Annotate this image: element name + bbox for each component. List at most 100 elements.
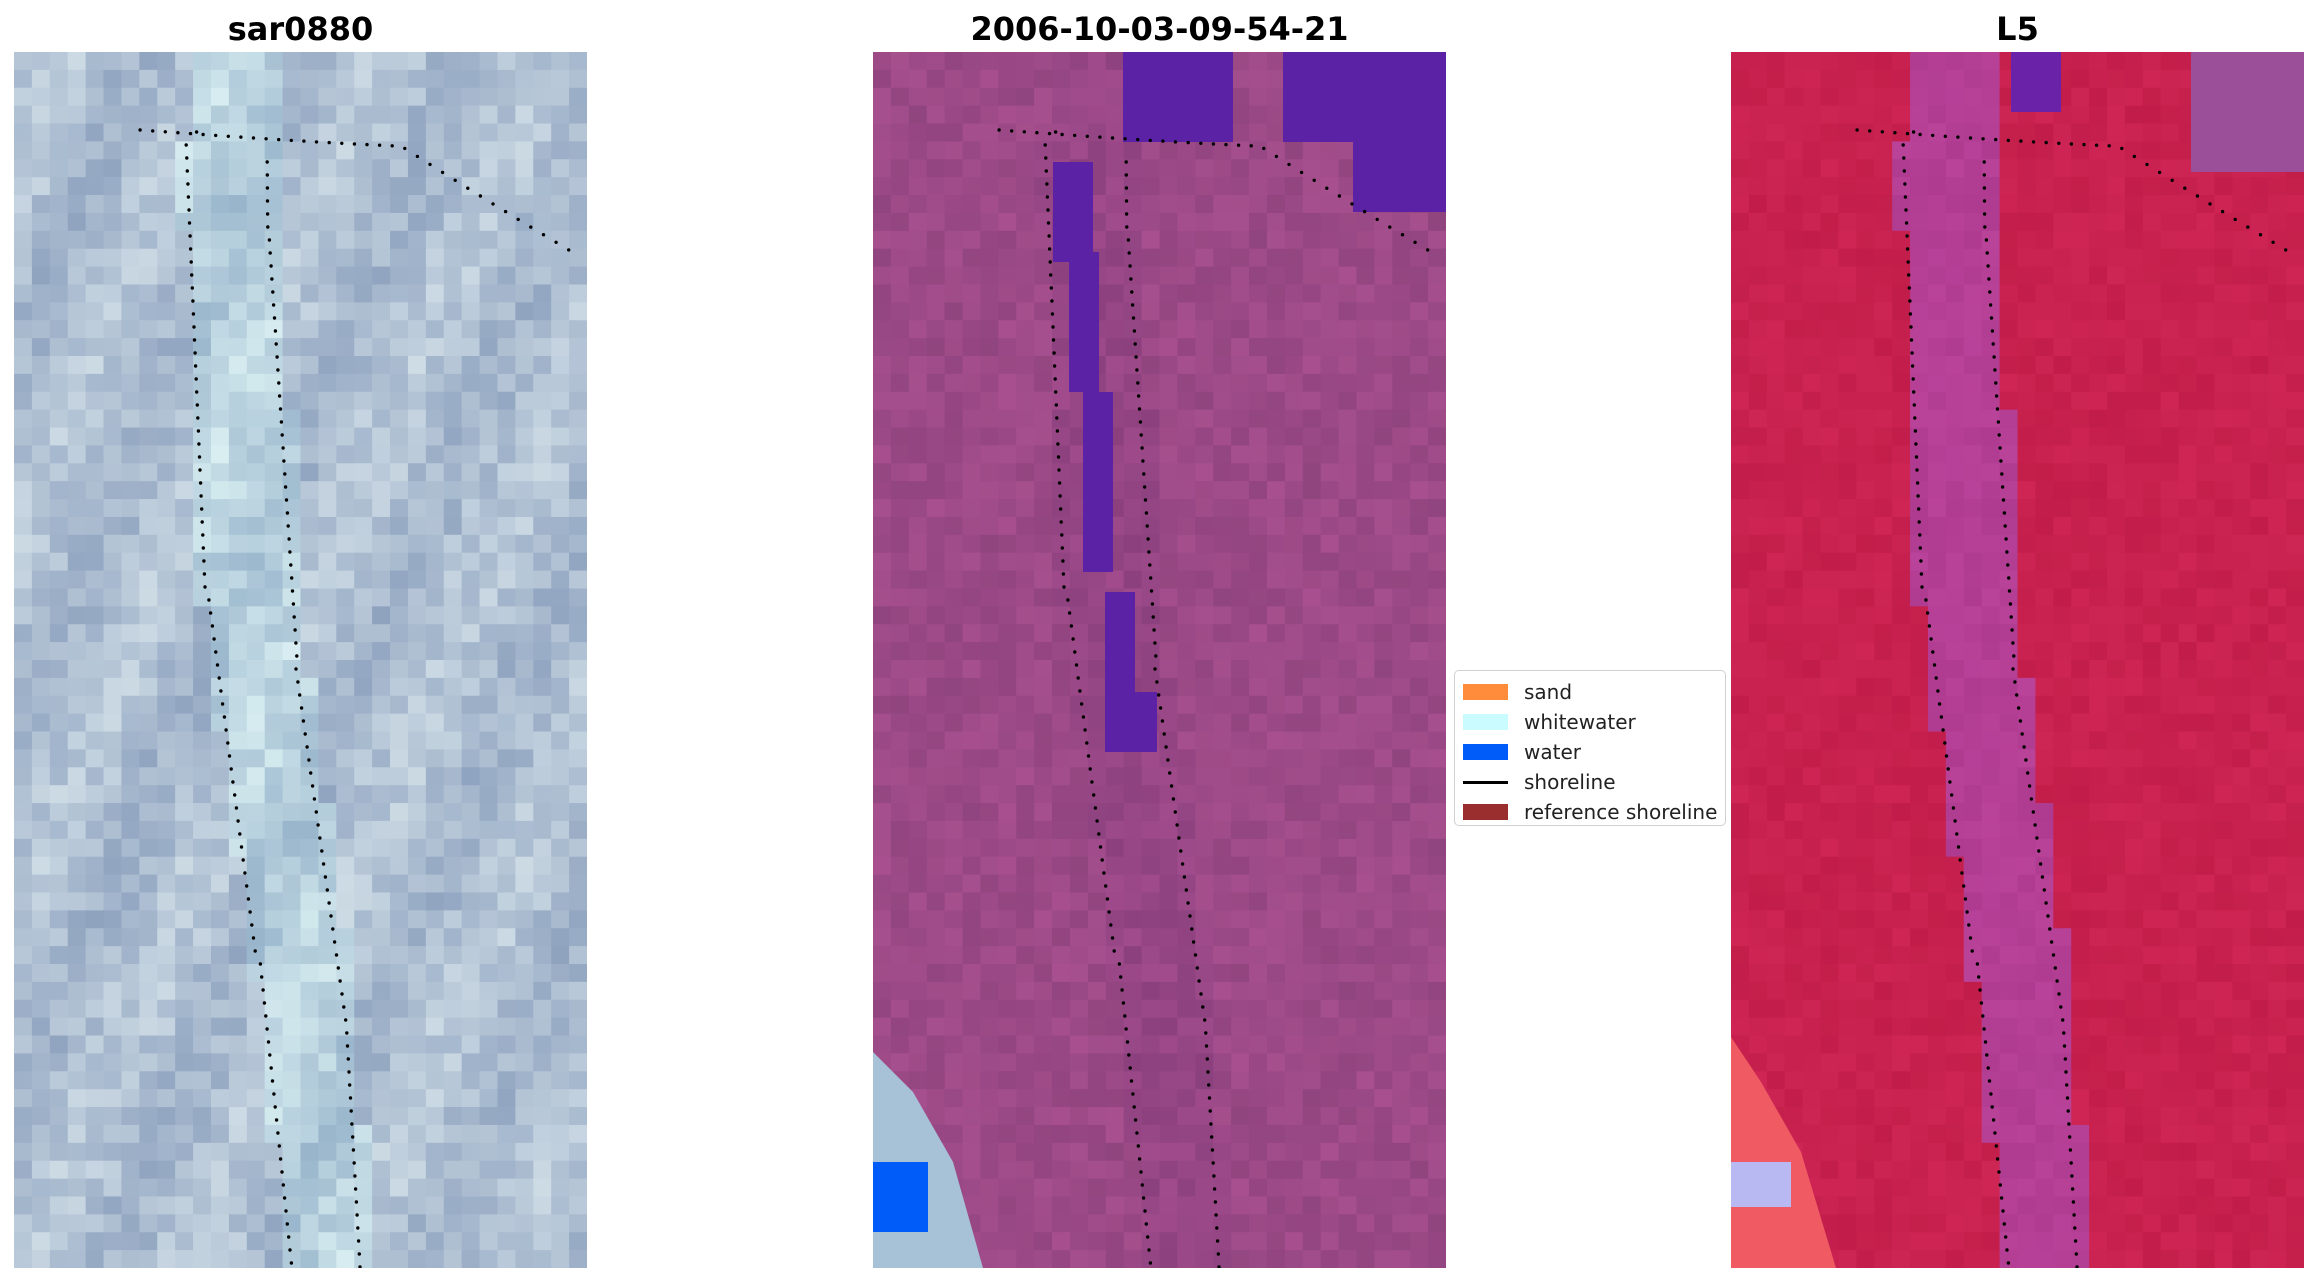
- shoreline-dot-right: [286, 524, 290, 528]
- shoreline-dot-left: [245, 884, 249, 888]
- shoreline-dot-left: [1909, 325, 1913, 329]
- shoreline-dot-top: [151, 129, 155, 133]
- shoreline-dot-right: [1148, 563, 1152, 567]
- shoreline-dot-left: [1109, 923, 1113, 927]
- shoreline-dot-left: [1060, 533, 1064, 537]
- shoreline-dot-right: [1214, 1213, 1218, 1217]
- shoreline-dot-left: [1107, 910, 1111, 914]
- shoreline-dot-right: [277, 394, 282, 398]
- shoreline-dot-right: [1990, 329, 1995, 333]
- shoreline-dot-left: [250, 923, 254, 927]
- shoreline-dot-right: [310, 784, 315, 788]
- legend-label-whitewater: whitewater: [1524, 710, 1636, 734]
- shoreline-dot-right: [1160, 719, 1165, 723]
- shoreline-dot-left: [187, 208, 191, 212]
- shoreline-dot-top: [201, 132, 205, 137]
- shoreline-dot-left: [196, 429, 201, 433]
- shoreline-dot-right: [1988, 290, 1992, 294]
- shoreline-dot-right: [2049, 940, 2054, 944]
- shoreline-dot-right: [2035, 836, 2039, 840]
- shoreline-dot-left: [185, 169, 189, 173]
- shoreline-dot-left: [1910, 364, 1915, 368]
- shoreline-dot-top: [1022, 130, 1026, 134]
- shoreline-dot-left: [288, 1248, 292, 1252]
- shoreline-dot-left: [1071, 637, 1075, 641]
- shoreline-dot-right: [340, 992, 344, 996]
- shoreline-dot-right: [1210, 1148, 1215, 1152]
- shoreline-dot-left: [1044, 169, 1048, 173]
- shoreline-dot-top: [1287, 162, 1291, 167]
- shoreline-dot-left: [1052, 351, 1056, 355]
- shoreline-dot-left: [1990, 1105, 1994, 1109]
- shoreline-dot-right: [1217, 1265, 1221, 1268]
- shoreline-dot-right: [265, 212, 270, 216]
- shoreline-dot-top: [1337, 194, 1342, 198]
- shoreline-dot-right: [2073, 1226, 2077, 1230]
- shoreline-dot-right: [1142, 472, 1146, 476]
- shoreline-dot-left: [1924, 598, 1928, 602]
- panel-title-sar: sar0880: [227, 10, 374, 48]
- shoreline-dot-left: [1941, 728, 1945, 732]
- shoreline-dot-right: [356, 1239, 361, 1243]
- shoreline-dot-top: [1956, 135, 1960, 139]
- shoreline-dot-left: [233, 793, 237, 797]
- shoreline-dot-right: [2005, 550, 2009, 554]
- shoreline-dot-left: [1905, 247, 1910, 251]
- shoreline-dot-right: [347, 1070, 351, 1074]
- shoreline-dot-right: [2004, 537, 2008, 541]
- shoreline-dot-right: [351, 1148, 356, 1152]
- shoreline-dot-right: [1982, 186, 1987, 190]
- shoreline-dot-right: [331, 927, 335, 931]
- shoreline-dot-left: [1934, 676, 1938, 680]
- shoreline-dot-right: [1982, 199, 1987, 203]
- shoreline-dot-right: [325, 888, 329, 892]
- shoreline-dot-right: [1197, 979, 1201, 983]
- shoreline-dot-left: [198, 468, 202, 472]
- shoreline-dot-left: [212, 637, 216, 641]
- shoreline-dot-left: [1076, 676, 1080, 680]
- shoreline-dot-right: [271, 303, 276, 307]
- shoreline-dot-right: [2070, 1187, 2075, 1191]
- shoreline-dot-right: [1982, 212, 1987, 216]
- shoreline-dot-top: [1362, 209, 1367, 214]
- shoreline-dot-left: [270, 1079, 275, 1083]
- shoreline-dot-right: [294, 641, 298, 645]
- shoreline-dot-left: [210, 624, 215, 628]
- shoreline-dot-left: [191, 312, 196, 316]
- shoreline-dot-left: [1950, 793, 1954, 797]
- shoreline-dot-right: [1155, 680, 1159, 684]
- shoreline-dot-top: [1110, 136, 1115, 140]
- shoreline-dot-left: [280, 1170, 284, 1174]
- shoreline-dot-left: [2006, 1261, 2011, 1265]
- shoreline-dot-left: [1056, 442, 1060, 446]
- shoreline-dot-left: [1098, 845, 1103, 849]
- shoreline-dot-left: [282, 1196, 287, 1200]
- shoreline-dot-right: [1209, 1122, 1213, 1126]
- shoreline-dot-top: [440, 170, 445, 175]
- shoreline-dot-left: [215, 663, 220, 667]
- shoreline-dot-left: [1943, 741, 1947, 745]
- shoreline-dot-right: [2037, 849, 2041, 853]
- sar-image: [14, 52, 587, 1268]
- shoreline-dot-left: [1956, 845, 1961, 849]
- shoreline-dot-left: [1927, 624, 1932, 628]
- shoreline-dot-top: [226, 134, 230, 138]
- shoreline-dot-top: [1931, 133, 1935, 138]
- shoreline-dot-left: [1919, 559, 1923, 563]
- shoreline-dot-left: [236, 819, 240, 823]
- shoreline-dot-right: [2053, 966, 2057, 970]
- shoreline-dot-right: [2064, 1070, 2068, 1074]
- shoreline-dot-right: [1208, 1109, 1212, 1113]
- shoreline-dot-left: [265, 1027, 269, 1031]
- shoreline-dot-right: [1173, 810, 1177, 814]
- legend-label-sand: sand: [1524, 680, 1573, 704]
- shoreline-dot-right: [1136, 394, 1141, 398]
- shoreline-dot-left: [1097, 832, 1101, 836]
- shoreline-dot-top: [2246, 225, 2250, 229]
- shoreline-dot-left: [226, 741, 230, 745]
- shoreline-dot-left: [1054, 390, 1058, 394]
- shoreline-dot-left: [1994, 1144, 1998, 1148]
- shoreline-dot-left: [231, 780, 235, 784]
- shoreline-dot-left: [222, 715, 227, 719]
- shoreline-dot-right: [1983, 225, 1987, 229]
